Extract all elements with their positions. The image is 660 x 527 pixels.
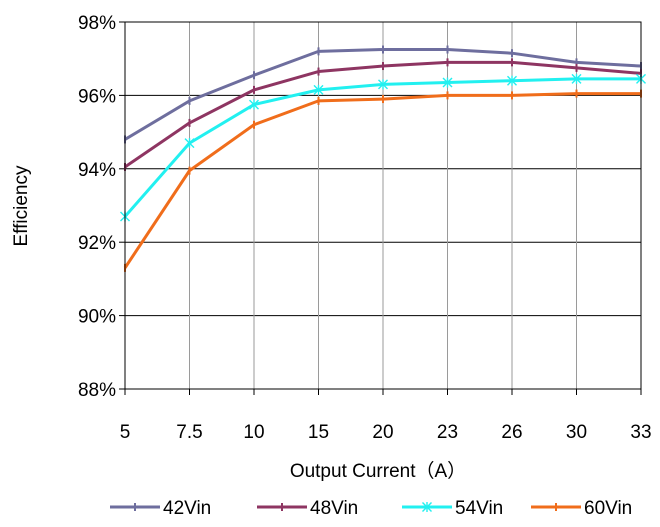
x-tick-label: 15 bbox=[308, 422, 329, 443]
legend-item-54Vin: 54Vin bbox=[402, 498, 503, 519]
x-axis-title: Output Current（A） bbox=[290, 460, 466, 482]
legend: 42Vin 48Vin 54Vin 60Vin bbox=[110, 498, 632, 519]
data-point-54Vin bbox=[507, 75, 517, 86]
legend-label: 54Vin bbox=[455, 498, 503, 519]
plot-frame bbox=[124, 21, 642, 390]
legend-marker bbox=[422, 502, 432, 512]
data-point-54Vin bbox=[442, 77, 453, 88]
x-tick-label: 26 bbox=[501, 422, 522, 443]
legend-label: 48Vin bbox=[310, 498, 358, 519]
legend-label: 42Vin bbox=[163, 498, 211, 519]
y-tick-label: 98% bbox=[78, 13, 116, 34]
series-lines bbox=[120, 45, 646, 272]
x-tick-labels: 5 7.5 10 15 20 23 26 30 33 bbox=[120, 422, 652, 443]
data-point-54Vin bbox=[313, 84, 324, 95]
legend-item-42Vin: 42Vin bbox=[110, 498, 211, 519]
y-tick-label: 88% bbox=[78, 380, 116, 401]
legend-label: 60Vin bbox=[584, 498, 632, 519]
data-point-54Vin bbox=[571, 73, 582, 84]
x-tick-label: 10 bbox=[243, 422, 264, 443]
data-point-54Vin bbox=[378, 79, 388, 90]
x-tick-label: 20 bbox=[372, 422, 393, 443]
x-tick-label: 30 bbox=[566, 422, 587, 443]
x-tick-label: 23 bbox=[437, 422, 458, 443]
y-tick-label: 92% bbox=[78, 233, 116, 254]
data-point-54Vin bbox=[184, 138, 195, 149]
data-point-54Vin bbox=[249, 99, 259, 110]
y-tick-label: 90% bbox=[78, 307, 116, 328]
y-tick-labels: 88% 90% 92% 94% 96% 98% bbox=[78, 13, 116, 401]
y-axis-title: Efficiency bbox=[11, 165, 32, 246]
x-tick-label: 33 bbox=[630, 422, 651, 443]
x-tick-label: 5 bbox=[120, 422, 131, 443]
y-tick-label: 94% bbox=[78, 160, 116, 181]
y-tick-label: 96% bbox=[78, 86, 116, 107]
legend-item-48Vin: 48Vin bbox=[257, 498, 358, 519]
series-54Vin bbox=[120, 73, 646, 222]
legend-item-60Vin: 60Vin bbox=[531, 498, 632, 519]
x-tick-label: 7.5 bbox=[176, 422, 202, 443]
